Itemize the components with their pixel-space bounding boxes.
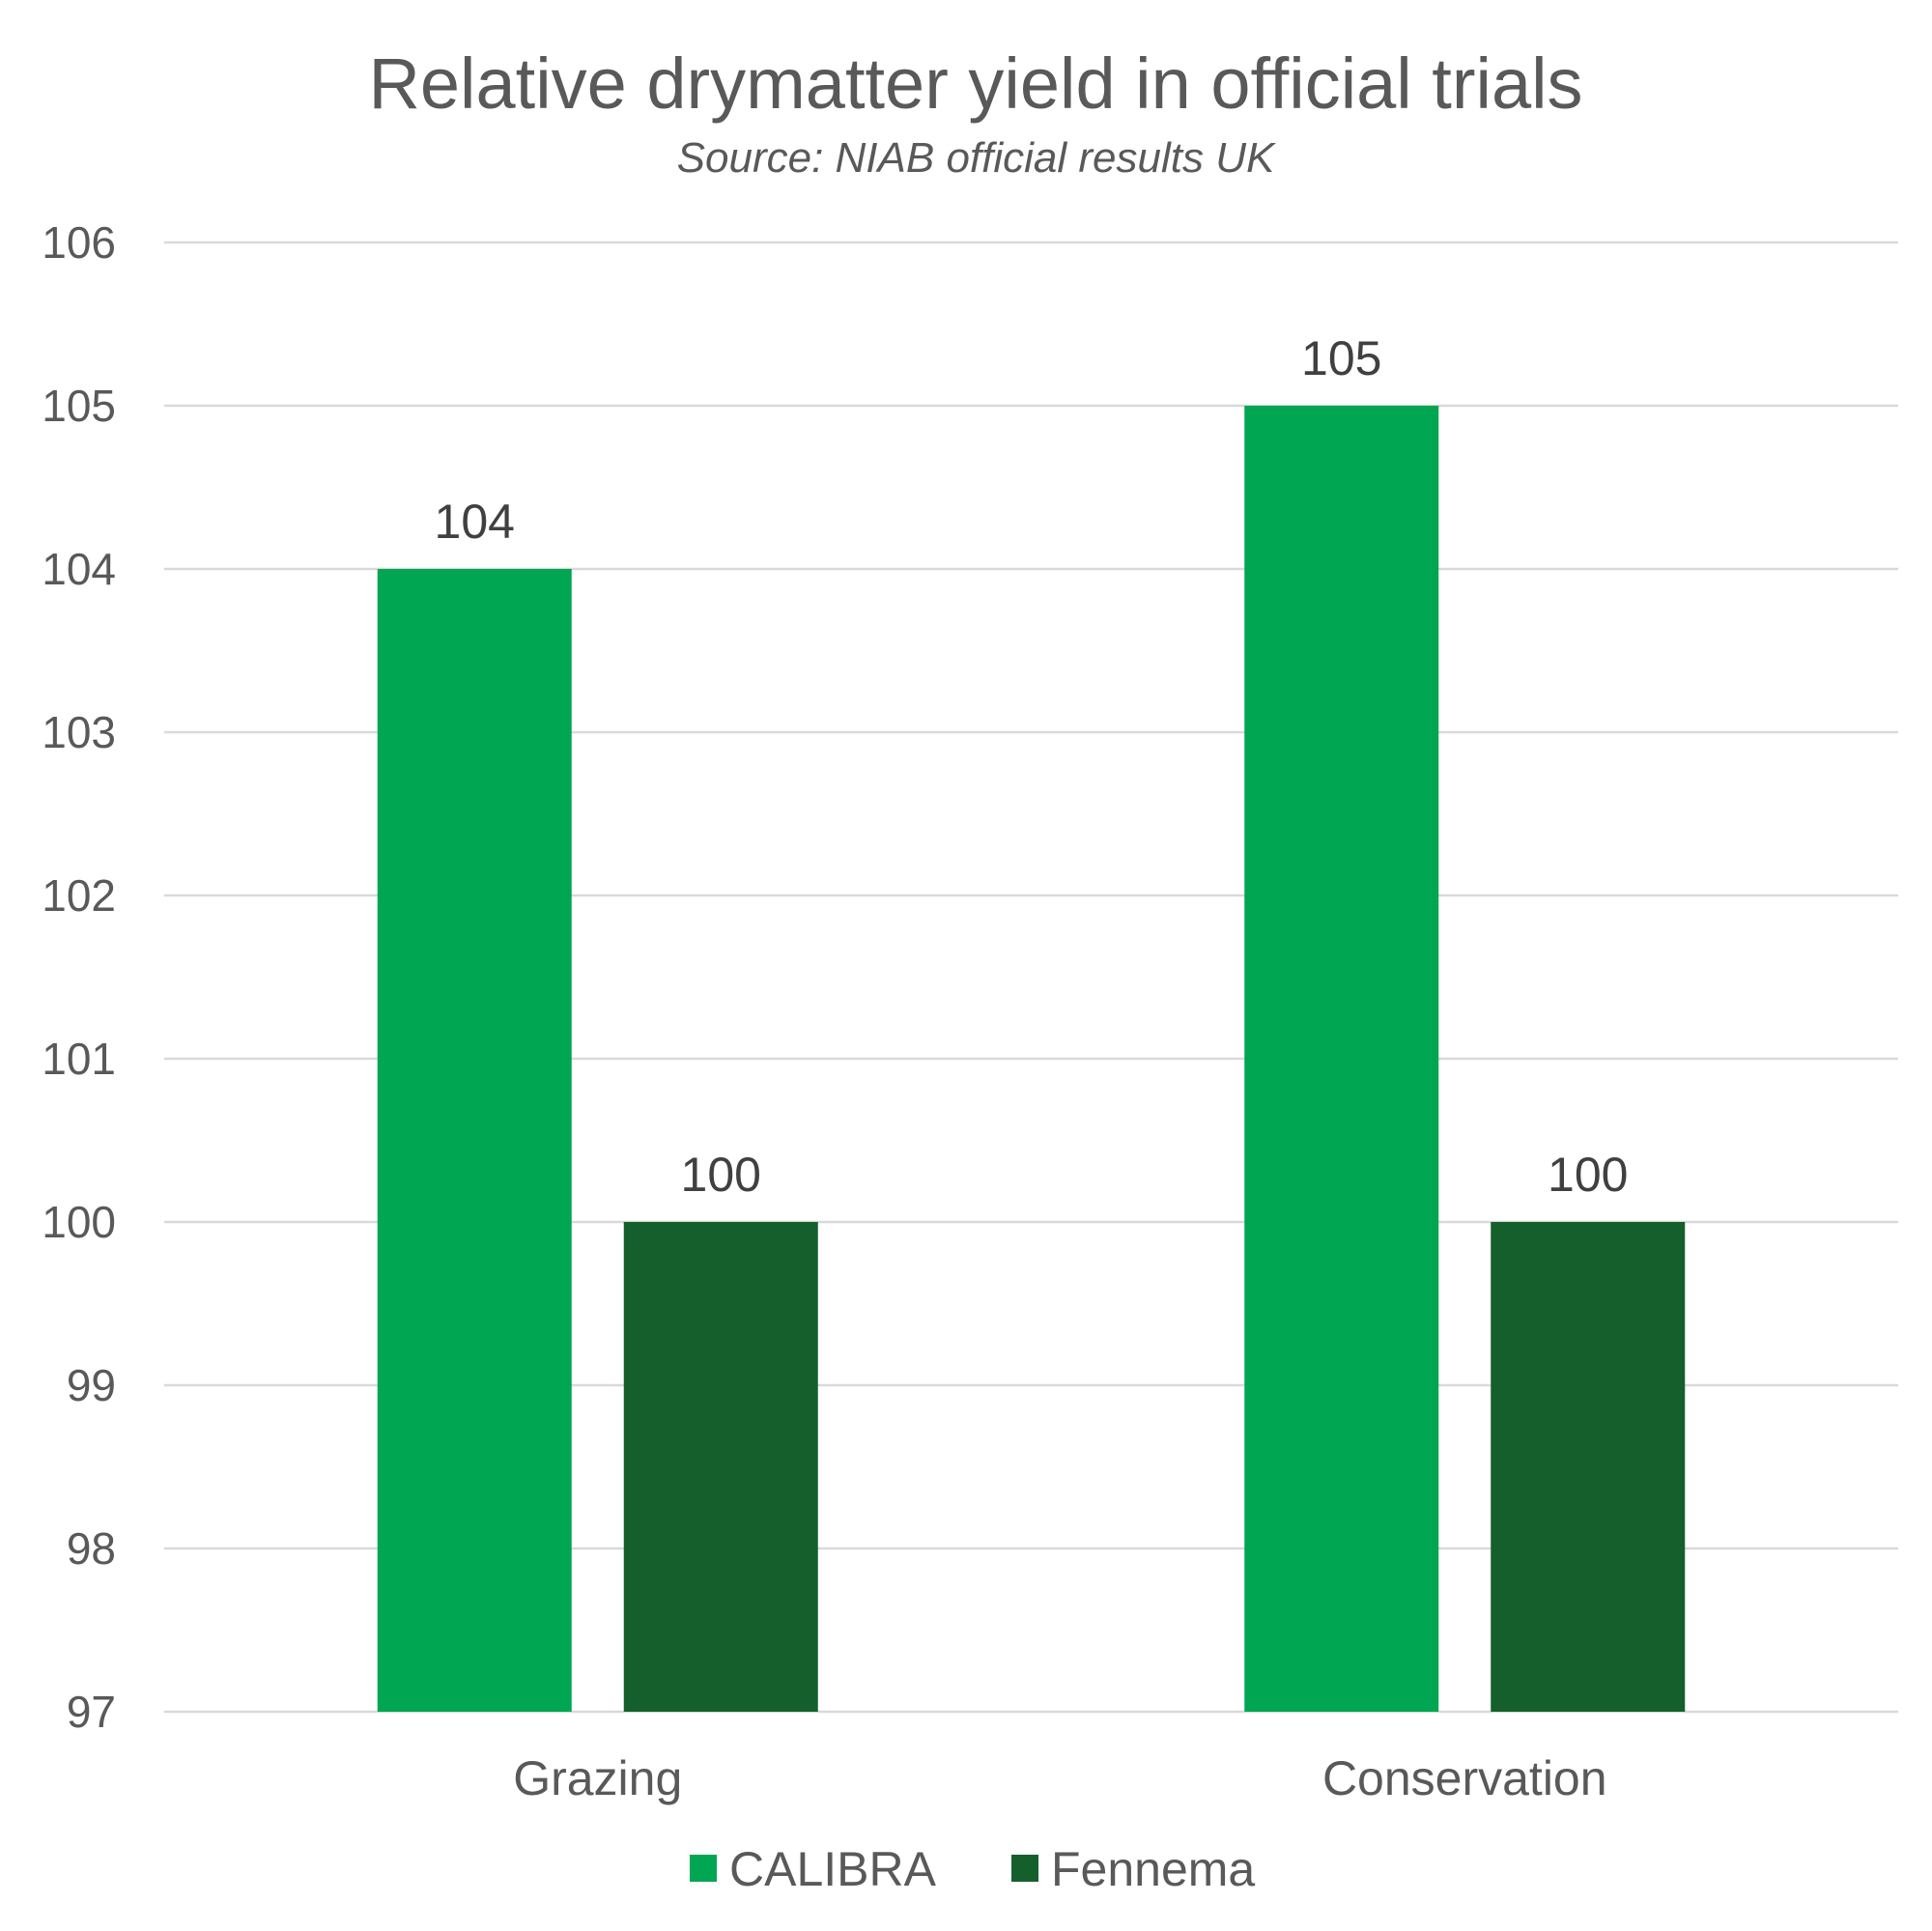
data-label: 100	[681, 1148, 761, 1202]
chart-subtitle: Source: NIAB official results UK	[677, 134, 1276, 182]
bars	[377, 406, 1686, 1712]
y-tick-label: 104	[42, 544, 116, 594]
legend-label-calibra: CALIBRA	[729, 1842, 937, 1896]
bar-fennema-conservation	[1491, 1222, 1686, 1712]
chart-title: Relative drymatter yield in official tri…	[368, 43, 1582, 124]
data-label: 104	[435, 495, 515, 549]
y-tick-label: 99	[67, 1360, 116, 1410]
y-axis-ticks: 97 98 99 100 101 102 103 104 105 106	[42, 217, 116, 1737]
y-tick-label: 98	[67, 1523, 116, 1574]
data-label: 100	[1548, 1148, 1628, 1202]
legend: CALIBRA Fennema	[690, 1842, 1255, 1896]
data-label: 105	[1301, 331, 1381, 385]
legend-label-fennema: Fennema	[1051, 1842, 1255, 1896]
y-tick-label: 102	[42, 870, 116, 921]
x-category-label: Grazing	[513, 1751, 682, 1805]
data-labels: 104 100 105 100	[435, 331, 1629, 1202]
legend-swatch-calibra	[690, 1855, 717, 1882]
x-category-label: Conservation	[1322, 1751, 1607, 1805]
legend-swatch-fennema	[1011, 1855, 1038, 1882]
bar-calibra-conservation	[1244, 406, 1439, 1712]
bar-fennema-grazing	[623, 1222, 818, 1712]
x-axis-categories: Grazing Conservation	[513, 1751, 1606, 1805]
y-tick-label: 103	[42, 707, 116, 757]
y-tick-label: 97	[67, 1687, 116, 1737]
y-tick-label: 101	[42, 1034, 116, 1084]
y-tick-label: 100	[42, 1197, 116, 1247]
bar-calibra-grazing	[377, 569, 572, 1712]
y-tick-label: 105	[42, 381, 116, 431]
y-tick-label: 106	[42, 217, 116, 268]
